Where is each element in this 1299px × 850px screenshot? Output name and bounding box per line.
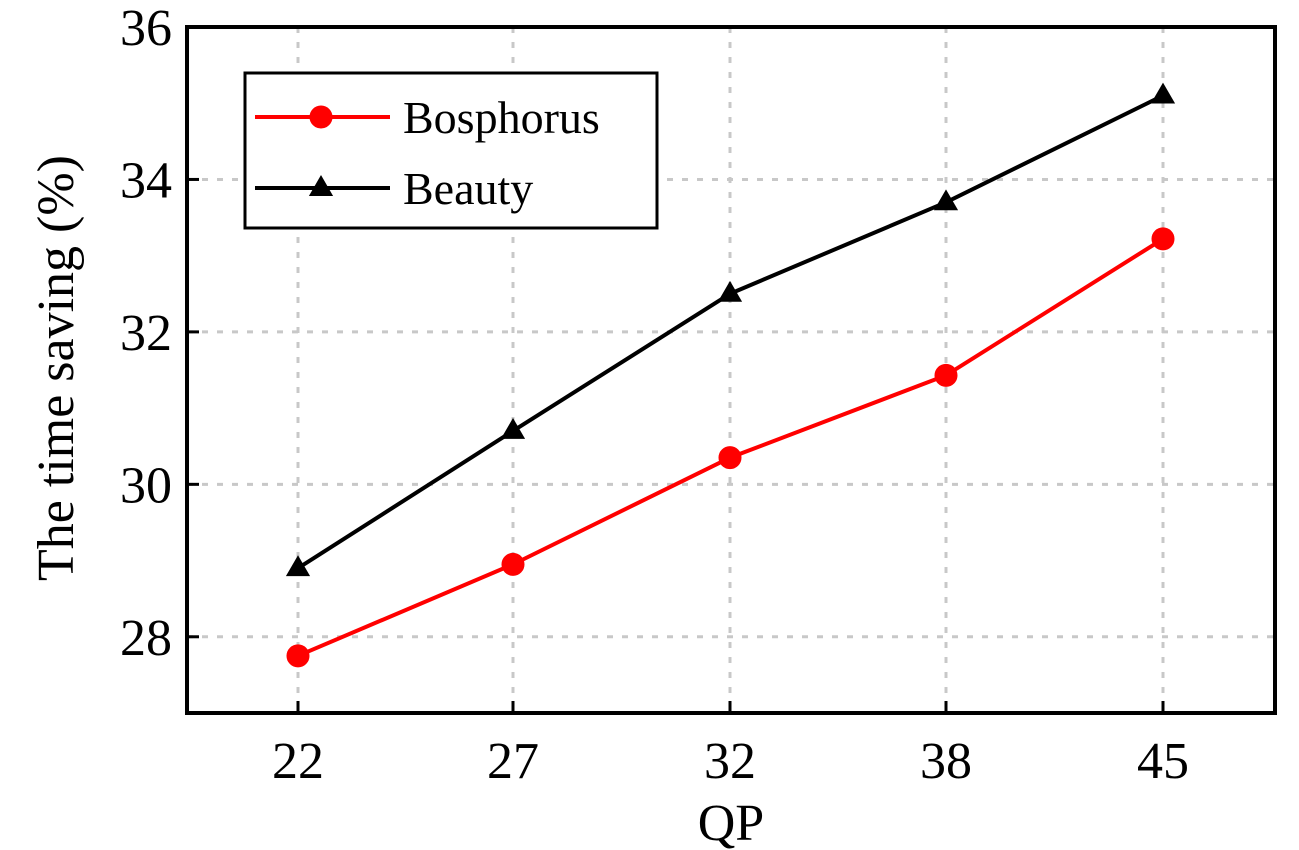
data-point [285, 555, 311, 577]
y-axis-label: The time saving (%) [28, 155, 85, 581]
x-tick-label: 32 [704, 733, 756, 790]
data-point [934, 363, 958, 387]
legend-label: Bosphorus [403, 92, 600, 143]
legend-marker [309, 105, 333, 129]
axis-ticks: 22 27 32 38 45 28 30 32 34 36 [120, 0, 1189, 790]
data-point [286, 644, 310, 668]
data-point [933, 189, 959, 211]
data-point [717, 280, 743, 302]
series-layer [285, 82, 1176, 668]
x-tick-label: 22 [272, 733, 324, 790]
legend-marker [308, 175, 334, 196]
legend-box [243, 71, 659, 230]
data-point [1151, 227, 1175, 251]
x-tick-label: 38 [920, 733, 972, 790]
y-tick-label: 34 [120, 152, 172, 209]
data-point [718, 446, 742, 470]
x-tick-label: 27 [487, 733, 539, 790]
series-bosphorus [286, 227, 1175, 668]
y-tick-label: 32 [120, 305, 172, 362]
series-beauty [285, 82, 1176, 577]
y-tick-label: 36 [120, 0, 172, 57]
legend-label: Beauty [403, 163, 533, 214]
data-point [500, 418, 526, 439]
legend: Bosphorus Beauty [243, 71, 659, 230]
data-point [1150, 82, 1176, 104]
x-axis-label: QP [698, 795, 764, 850]
y-tick-label: 28 [120, 610, 172, 667]
data-point [501, 552, 525, 576]
x-tick-label: 45 [1137, 733, 1189, 790]
y-tick-label: 30 [120, 457, 172, 514]
